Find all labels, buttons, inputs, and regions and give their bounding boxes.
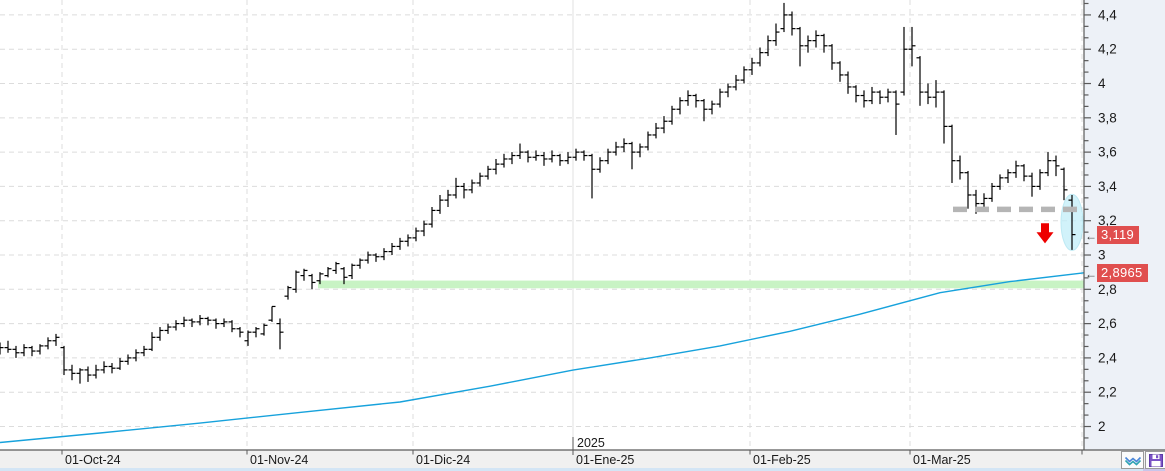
ma-value-tag: 2,8965	[1097, 264, 1148, 283]
sell-arrow-icon	[1036, 223, 1054, 244]
price-axis-label: 2,2	[1098, 385, 1117, 400]
price-axis-label: 4,4	[1098, 7, 1117, 22]
date-strip	[0, 450, 1165, 468]
support-band	[318, 280, 1084, 289]
price-axis-label: 3	[1098, 248, 1106, 263]
date-label: 01-Nov-24	[250, 453, 308, 467]
price-axis-label: 2,8	[1098, 282, 1117, 297]
price-axis-label: 3,6	[1098, 145, 1117, 160]
last-price-pointer-icon: ←	[1085, 228, 1097, 243]
save-button[interactable]	[1145, 451, 1165, 469]
last-price-tag: 3,119	[1097, 226, 1140, 245]
price-axis-label: 2	[1098, 419, 1106, 434]
price-axis-label: 3,2	[1098, 213, 1117, 228]
date-label: 01-Ene-25	[576, 453, 634, 467]
price-axis-panel	[1084, 0, 1165, 450]
price-axis-label: 4,2	[1098, 42, 1117, 57]
date-label: 01-Mar-25	[913, 453, 971, 467]
bottom-edge-accent	[1143, 468, 1165, 471]
price-axis-label: 2,4	[1098, 350, 1117, 365]
price-axis-label: 2,6	[1098, 316, 1117, 331]
bottom-edge	[0, 468, 1165, 471]
zigzag-waves-icon	[1124, 456, 1141, 466]
year-label: 2025	[577, 436, 605, 450]
moving-average-line	[0, 272, 1085, 444]
ma-value-pointer-icon: ←	[1085, 266, 1097, 281]
floppy-disk-icon	[1149, 453, 1163, 467]
zigzag-button[interactable]	[1121, 451, 1144, 469]
date-label: 01-Dic-24	[416, 453, 470, 467]
price-axis-label: 3,4	[1098, 179, 1117, 194]
date-label: 01-Oct-24	[65, 453, 121, 467]
price-axis-label: 3,8	[1098, 110, 1117, 125]
date-label: 01-Feb-25	[753, 453, 811, 467]
price-axis-label: 4	[1098, 76, 1106, 91]
